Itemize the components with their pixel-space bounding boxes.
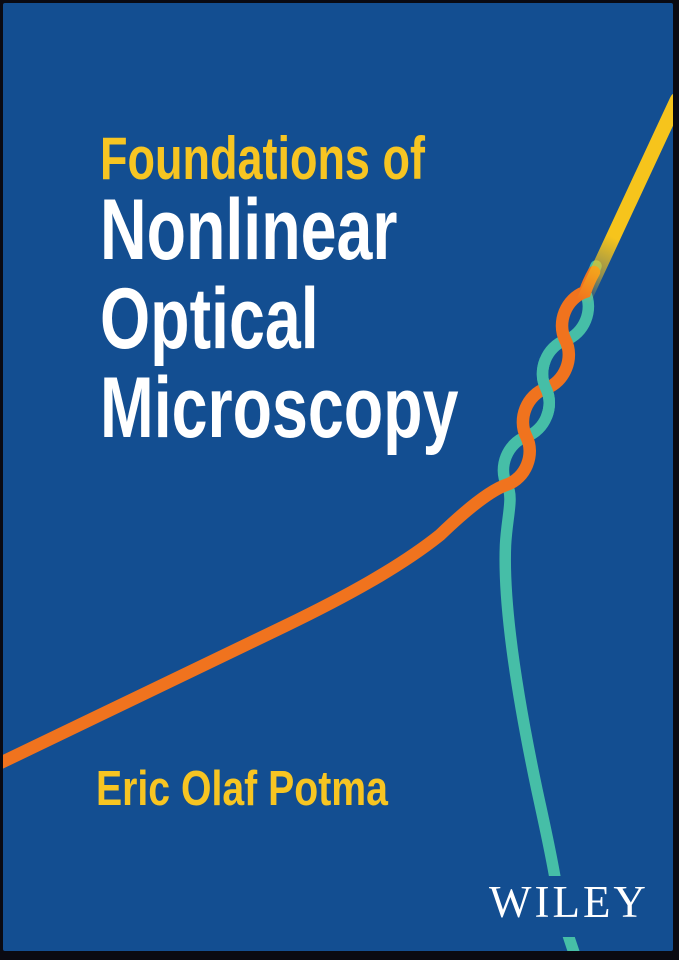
title-line-1: Nonlinear bbox=[100, 182, 398, 278]
orange-beam-line bbox=[3, 265, 601, 769]
author-name: Eric Olaf Potma bbox=[96, 762, 388, 816]
light-beam-artwork bbox=[3, 94, 673, 951]
title-line-3: Microscopy bbox=[100, 360, 459, 456]
publisher-logo: WILEY bbox=[489, 877, 649, 927]
publisher-clear-zone bbox=[455, 876, 668, 937]
yellow-beam-line bbox=[575, 94, 673, 310]
teal-beam-line bbox=[497, 260, 602, 951]
title-kicker: Foundations of bbox=[100, 125, 425, 192]
cover-front: Foundations of Nonlinear Optical Microscop… bbox=[3, 3, 673, 951]
title-line-2: Optical bbox=[100, 271, 319, 367]
book-title: Nonlinear Optical Microscopy bbox=[100, 186, 458, 453]
teal-beam-overlap bbox=[536, 357, 556, 419]
